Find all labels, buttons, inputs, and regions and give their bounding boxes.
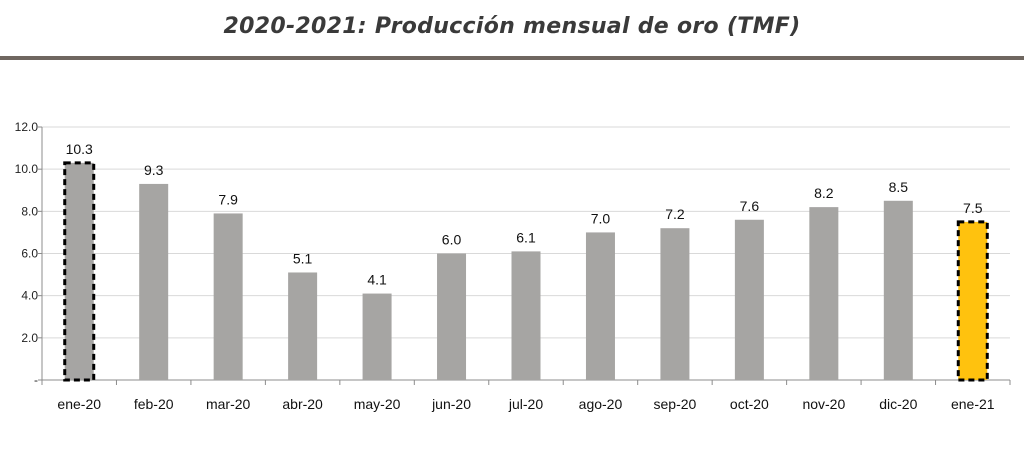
bar-abr-20 [288,272,318,380]
y-tick-label: 8.0 [21,204,38,218]
x-tick-label-ago-20: ago-20 [579,396,623,412]
data-label-nov-20: 8.2 [814,185,834,201]
data-label-ene-21: 7.5 [963,200,983,216]
y-tick-label: 2.0 [21,331,38,345]
x-tick-label-sep-20: sep-20 [654,396,697,412]
bar-nov-20 [809,207,839,380]
x-tick-label-feb-20: feb-20 [134,396,174,412]
bar-oct-20 [734,219,764,380]
bar-mar-20 [213,213,243,380]
bar-ene-20 [63,161,96,382]
title-underline [0,56,1024,60]
x-tick-label-jun-20: jun-20 [431,396,471,412]
data-label-oct-20: 7.6 [740,198,760,214]
x-tick-label-abr-20: abr-20 [282,396,323,412]
y-tick-label: 12.0 [15,120,39,134]
bar-ago-20 [585,232,615,380]
data-label-may-20: 4.1 [367,272,387,288]
x-tick-label-dic-20: dic-20 [879,396,917,412]
data-label-mar-20: 7.9 [218,191,238,207]
bar-dic-20 [883,200,913,380]
x-tick-label-ene-20: ene-20 [57,396,101,412]
x-tick-label-mar-20: mar-20 [206,396,251,412]
y-tick-label: 6.0 [21,247,38,261]
bar-jul-20 [511,251,541,380]
bar-ene-21 [956,220,989,382]
data-label-abr-20: 5.1 [293,250,313,266]
bar-sep-20 [660,228,690,380]
y-tick-label: 4.0 [21,289,38,303]
x-tick-label-jul-20: jul-20 [508,396,543,412]
data-label-feb-20: 9.3 [144,162,164,178]
bar-feb-20 [139,183,169,380]
data-label-ene-20: 10.3 [66,141,93,157]
data-label-ago-20: 7.0 [591,210,611,226]
data-label-sep-20: 7.2 [665,206,685,222]
x-tick-label-nov-20: nov-20 [802,396,845,412]
bar-may-20 [362,293,392,380]
y-tick-label: - [34,373,38,387]
y-tick-label: 10.0 [15,162,39,176]
data-label-jun-20: 6.0 [442,232,462,248]
chart-title: 2020-2021: Producción mensual de oro (TM… [223,14,801,39]
x-tick-label-oct-20: oct-20 [730,396,769,412]
x-tick-label-ene-21: ene-21 [951,396,995,412]
data-label-jul-20: 6.1 [516,229,536,245]
bar-jun-20 [437,253,467,380]
x-tick-label-may-20: may-20 [354,396,401,412]
data-label-dic-20: 8.5 [889,179,909,195]
